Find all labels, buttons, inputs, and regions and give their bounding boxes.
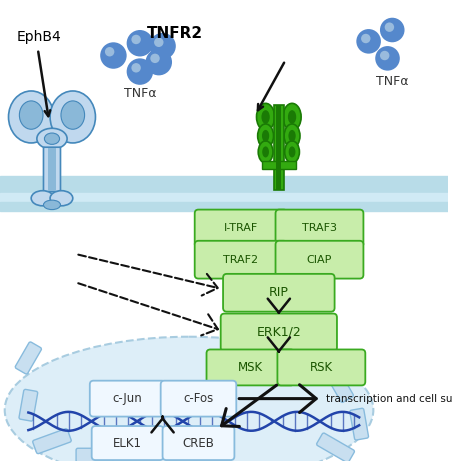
Circle shape bbox=[146, 49, 172, 75]
FancyBboxPatch shape bbox=[76, 448, 113, 463]
Circle shape bbox=[356, 29, 381, 54]
FancyBboxPatch shape bbox=[221, 314, 337, 351]
Ellipse shape bbox=[37, 128, 67, 149]
Bar bbox=[274, 105, 283, 190]
Ellipse shape bbox=[50, 91, 95, 143]
Text: CREB: CREB bbox=[182, 437, 214, 449]
Ellipse shape bbox=[256, 103, 274, 130]
FancyBboxPatch shape bbox=[207, 349, 294, 385]
FancyBboxPatch shape bbox=[91, 426, 164, 460]
Text: ERK1/2: ERK1/2 bbox=[256, 326, 301, 339]
Circle shape bbox=[375, 46, 400, 71]
Circle shape bbox=[131, 35, 141, 44]
Text: ELK1: ELK1 bbox=[113, 437, 142, 449]
Bar bbox=[48, 148, 56, 191]
FancyBboxPatch shape bbox=[15, 342, 41, 374]
Text: TNFα: TNFα bbox=[376, 74, 409, 88]
Ellipse shape bbox=[5, 337, 374, 474]
FancyBboxPatch shape bbox=[327, 370, 353, 402]
Text: CIAP: CIAP bbox=[307, 255, 332, 264]
Bar bbox=[262, 161, 296, 169]
Bar bbox=[0, 192, 448, 206]
Ellipse shape bbox=[45, 133, 60, 145]
Circle shape bbox=[361, 34, 371, 43]
Ellipse shape bbox=[262, 130, 269, 142]
Ellipse shape bbox=[19, 101, 43, 129]
FancyBboxPatch shape bbox=[195, 210, 287, 247]
FancyBboxPatch shape bbox=[44, 147, 61, 191]
Text: I-TRAF: I-TRAF bbox=[224, 224, 258, 234]
Text: MSK: MSK bbox=[238, 361, 263, 374]
Ellipse shape bbox=[258, 141, 273, 163]
Circle shape bbox=[154, 37, 164, 47]
Ellipse shape bbox=[258, 124, 273, 148]
FancyBboxPatch shape bbox=[161, 381, 237, 417]
Bar bbox=[0, 202, 448, 211]
FancyBboxPatch shape bbox=[350, 408, 368, 440]
FancyBboxPatch shape bbox=[223, 274, 335, 312]
FancyBboxPatch shape bbox=[317, 433, 355, 463]
FancyBboxPatch shape bbox=[33, 428, 71, 454]
Circle shape bbox=[127, 58, 153, 85]
Ellipse shape bbox=[283, 103, 301, 130]
FancyBboxPatch shape bbox=[275, 241, 364, 279]
Circle shape bbox=[149, 33, 176, 59]
Circle shape bbox=[105, 47, 114, 56]
Ellipse shape bbox=[284, 124, 300, 148]
FancyBboxPatch shape bbox=[90, 381, 165, 417]
FancyBboxPatch shape bbox=[163, 426, 235, 460]
FancyBboxPatch shape bbox=[277, 349, 365, 385]
Ellipse shape bbox=[44, 200, 61, 210]
Text: TNFR2: TNFR2 bbox=[147, 26, 203, 41]
Text: RIP: RIP bbox=[269, 286, 289, 299]
Bar bbox=[0, 175, 448, 196]
Ellipse shape bbox=[50, 191, 73, 206]
FancyBboxPatch shape bbox=[195, 241, 287, 279]
Circle shape bbox=[127, 30, 153, 56]
Ellipse shape bbox=[262, 146, 269, 157]
FancyBboxPatch shape bbox=[19, 390, 38, 421]
Text: c-Fos: c-Fos bbox=[183, 392, 214, 405]
FancyBboxPatch shape bbox=[275, 210, 364, 247]
Circle shape bbox=[385, 22, 394, 32]
Text: EphB4: EphB4 bbox=[17, 29, 62, 44]
Bar bbox=[276, 105, 281, 190]
Ellipse shape bbox=[285, 141, 300, 163]
Circle shape bbox=[150, 54, 160, 63]
Ellipse shape bbox=[289, 146, 295, 157]
Ellipse shape bbox=[9, 91, 54, 143]
Text: TRAF3: TRAF3 bbox=[302, 224, 337, 234]
Text: TRAF2: TRAF2 bbox=[223, 255, 259, 264]
Text: TNFα: TNFα bbox=[124, 87, 156, 100]
Circle shape bbox=[380, 18, 404, 42]
Ellipse shape bbox=[61, 101, 84, 129]
Ellipse shape bbox=[288, 110, 296, 124]
Text: RSK: RSK bbox=[310, 361, 333, 374]
Circle shape bbox=[100, 42, 127, 69]
Ellipse shape bbox=[288, 130, 296, 142]
Circle shape bbox=[380, 51, 390, 60]
Text: c-Jun: c-Jun bbox=[113, 392, 143, 405]
Ellipse shape bbox=[262, 110, 270, 124]
Text: transcription and cell su: transcription and cell su bbox=[326, 393, 453, 404]
Ellipse shape bbox=[31, 191, 54, 206]
Circle shape bbox=[131, 63, 141, 73]
